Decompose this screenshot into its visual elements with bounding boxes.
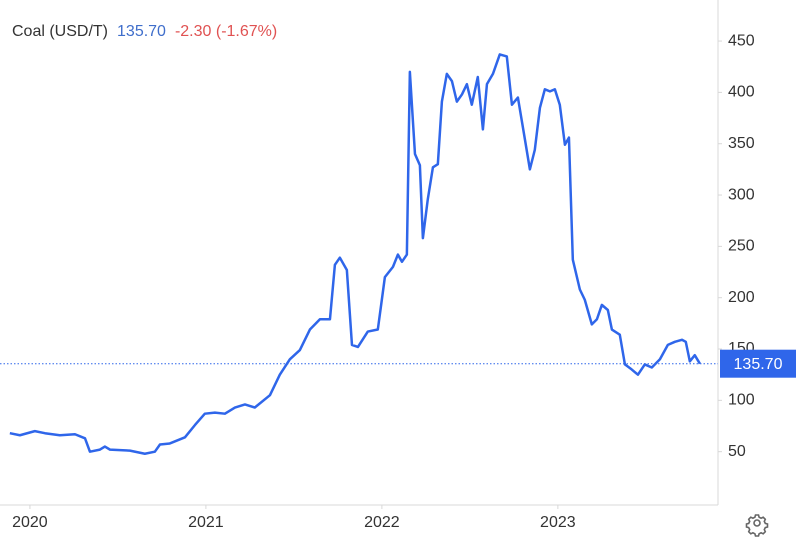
data-line xyxy=(9,53,701,455)
y-tick-label: 200 xyxy=(728,289,755,306)
y-tick-label: 250 xyxy=(728,238,755,255)
y-tick-label: 100 xyxy=(728,392,755,409)
price: 135.70 xyxy=(117,23,166,40)
settings-icon[interactable] xyxy=(745,514,769,537)
last-value-label: 135.70 xyxy=(734,356,783,373)
y-tick-label: 400 xyxy=(728,84,755,101)
x-tick-label: 2022 xyxy=(364,514,400,531)
x-tick-label: 2021 xyxy=(188,514,224,531)
chart-title: Coal (USD/T) xyxy=(12,23,108,40)
x-tick-label: 2023 xyxy=(540,514,576,531)
x-tick-label: 2020 xyxy=(12,514,48,531)
price-change: -2.30 (-1.67%) xyxy=(175,23,277,40)
y-tick-label: 350 xyxy=(728,135,755,152)
y-tick-label: 450 xyxy=(728,32,755,49)
y-tick-label: 300 xyxy=(728,186,755,203)
last-value-badge xyxy=(720,349,796,378)
y-tick-label: 50 xyxy=(728,443,746,460)
